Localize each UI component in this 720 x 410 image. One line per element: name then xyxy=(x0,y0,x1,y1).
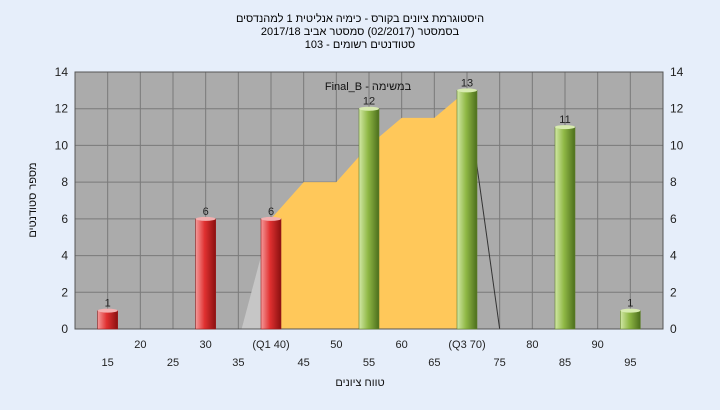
y-tick-label-left: 6 xyxy=(61,212,68,226)
bar xyxy=(358,108,380,330)
y-tick-label-right: 2 xyxy=(670,285,677,299)
x-tick-label: 85 xyxy=(559,357,571,369)
y-tick-label-left: 0 xyxy=(61,322,68,336)
x-tick-label: 95 xyxy=(624,357,636,369)
bar-top xyxy=(359,106,379,111)
x-tick-label: 75 xyxy=(494,357,506,369)
bar xyxy=(456,90,478,330)
x-tick-label: 50 xyxy=(330,339,342,351)
bar-top xyxy=(97,308,118,313)
y-tick-label-right: 10 xyxy=(670,138,684,152)
bar-value-label: 11 xyxy=(559,114,570,126)
bar-value-label: 6 xyxy=(203,206,209,218)
y-tick-label-right: 0 xyxy=(670,322,677,336)
y-tick-label-right: 8 xyxy=(670,175,677,189)
bar xyxy=(554,126,576,330)
y-tick-label-right: 4 xyxy=(670,249,677,263)
x-tick-label: 80 xyxy=(526,339,538,351)
bar-value-label: 6 xyxy=(268,206,274,218)
bar-top xyxy=(195,216,216,221)
bar-top xyxy=(620,308,641,313)
x-tick-label: 65 xyxy=(428,357,440,369)
bar-value-label: 13 xyxy=(461,77,473,89)
bar xyxy=(260,218,282,330)
y-tick-label-left: 14 xyxy=(55,65,69,79)
bar xyxy=(97,310,118,330)
x-tick-label: (Q1 40) xyxy=(252,339,289,351)
y-tick-label-left: 10 xyxy=(55,138,69,152)
chart-title-line: סטודנטים רשומים - 103 xyxy=(305,39,416,51)
x-tick-label: 60 xyxy=(396,339,408,351)
x-tick-label: 20 xyxy=(134,339,146,351)
bar-value-label: 12 xyxy=(363,96,375,108)
x-tick-label: 30 xyxy=(200,339,212,351)
x-tick-label: (Q3 70) xyxy=(448,339,485,351)
y-tick-label-right: 12 xyxy=(670,102,684,116)
x-tick-label: 15 xyxy=(102,357,114,369)
bar xyxy=(195,218,216,330)
y-tick-label-right: 14 xyxy=(670,65,684,79)
x-tick-label: 55 xyxy=(363,357,375,369)
bar-top xyxy=(555,125,575,130)
y-axis-title: מספר סטודנטים xyxy=(27,162,39,237)
chart-title-line: בסמסטר (02/2017) סמסטר אביב 2017/18 xyxy=(261,26,460,38)
x-tick-label: 90 xyxy=(592,339,604,351)
bar-value-label: 1 xyxy=(627,298,633,310)
bar-top xyxy=(457,88,477,93)
x-tick-label: 35 xyxy=(232,357,244,369)
y-tick-label-left: 4 xyxy=(61,249,68,263)
bar xyxy=(620,310,641,330)
y-tick-label-left: 8 xyxy=(61,175,68,189)
bar-top xyxy=(261,216,281,221)
y-tick-label-left: 2 xyxy=(61,285,68,299)
x-axis-title: טווח ציונים xyxy=(335,377,384,389)
x-tick-label: 45 xyxy=(298,357,310,369)
plot-series-label: Final_B - במשימה xyxy=(325,81,412,93)
chart-title-line: היסטוגרמת ציונים בקורס - כימיה אנליטית 1… xyxy=(236,12,484,25)
y-tick-label-left: 12 xyxy=(55,102,69,116)
x-tick-label: 25 xyxy=(167,357,179,369)
bar-value-label: 1 xyxy=(105,298,111,310)
y-tick-label-right: 6 xyxy=(670,212,677,226)
